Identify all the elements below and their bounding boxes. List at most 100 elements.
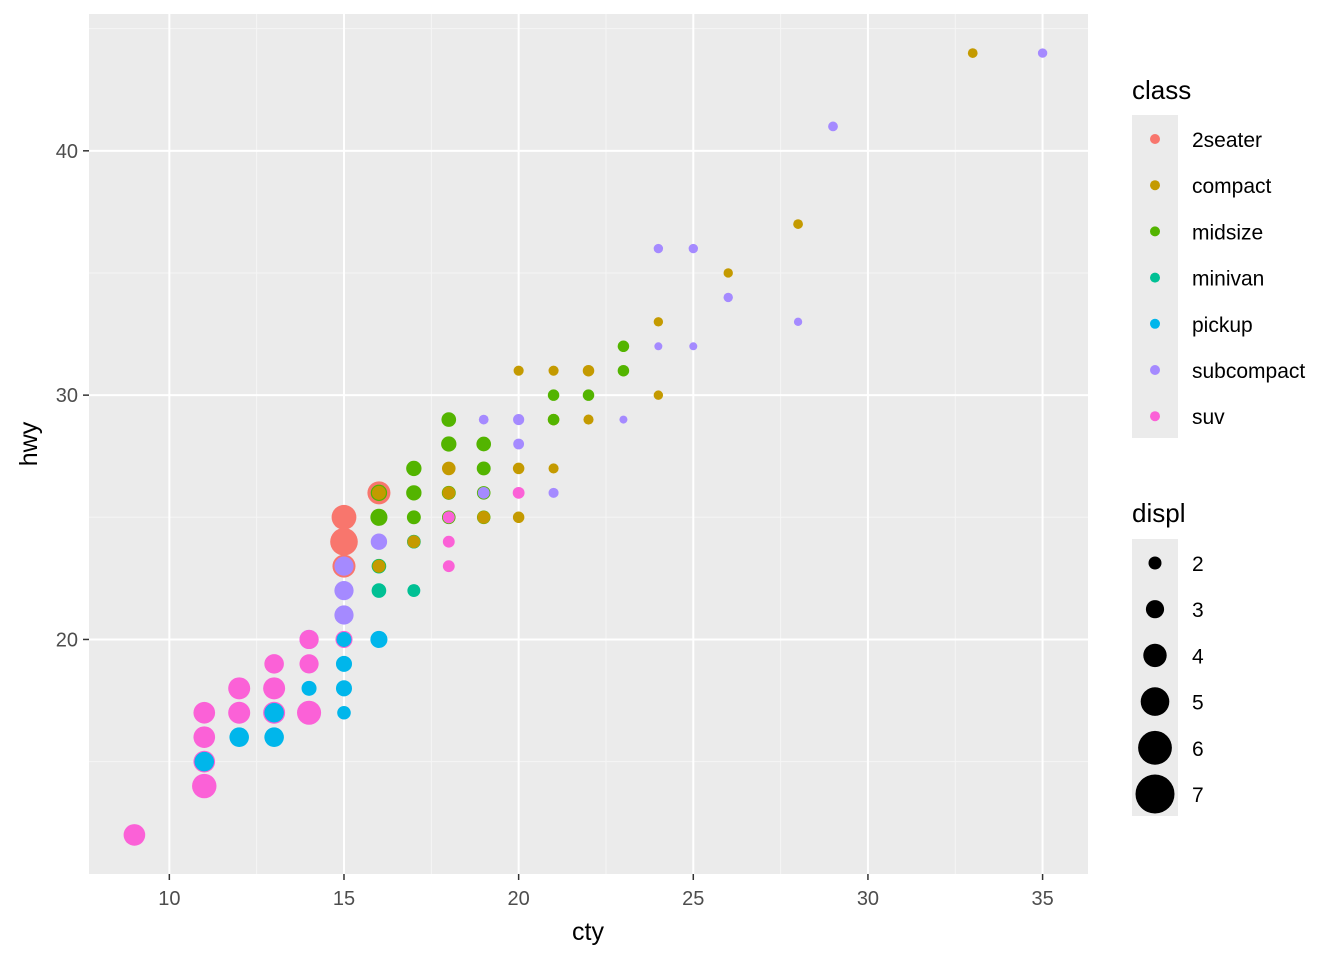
data-point-compact xyxy=(582,364,595,377)
data-point-subcompact xyxy=(334,605,354,625)
x-tick-label: 20 xyxy=(508,888,530,910)
size-legend-key-background xyxy=(1132,539,1178,816)
data-point-compact xyxy=(583,414,594,425)
data-point-2seater xyxy=(330,527,358,556)
legend-label-subcompact: subcompact xyxy=(1192,360,1305,383)
data-point-suv xyxy=(263,677,286,700)
data-point-subcompact xyxy=(619,415,628,424)
data-point-subcompact xyxy=(513,413,525,426)
data-point-midsize xyxy=(476,436,492,452)
data-point-compact xyxy=(653,317,664,327)
data-point-midsize xyxy=(406,510,421,525)
data-point-midsize xyxy=(406,460,422,477)
size-key-6 xyxy=(1138,730,1172,765)
data-point-pickup xyxy=(264,727,284,747)
data-point-suv xyxy=(442,511,455,524)
legend-key-pickup xyxy=(1150,318,1160,329)
size-key-3 xyxy=(1145,600,1165,619)
data-point-pickup xyxy=(194,751,215,772)
data-point-subcompact xyxy=(370,533,388,550)
x-tick-label: 30 xyxy=(857,888,879,910)
legend-key-2seater xyxy=(1150,134,1160,144)
data-point-midsize xyxy=(406,485,422,501)
size-legend-title: displ xyxy=(1132,498,1185,528)
data-point-minivan xyxy=(407,584,421,598)
size-key-7 xyxy=(1135,774,1175,814)
data-point-subcompact xyxy=(513,438,525,450)
data-point-suv xyxy=(228,701,251,724)
x-tick-label: 10 xyxy=(158,888,180,910)
data-point-compact xyxy=(793,219,803,229)
x-axis: 10 15 20 25 30 35 xyxy=(158,874,1054,910)
data-point-compact xyxy=(371,485,386,500)
data-point-subcompact xyxy=(334,580,354,601)
data-point-subcompact xyxy=(477,486,490,499)
data-point-pickup xyxy=(370,630,388,649)
y-tick-label: 40 xyxy=(56,141,78,163)
minor-gridlines xyxy=(89,14,1088,874)
legend-key-midsize xyxy=(1150,226,1160,237)
data-point-subcompact xyxy=(1037,48,1048,58)
y-axis: 20 30 40 xyxy=(56,141,89,651)
legend-key-subcompact xyxy=(1150,365,1160,375)
legend-label-midsize: midsize xyxy=(1192,221,1263,244)
data-point-suv xyxy=(297,700,322,725)
legend-label-minivan: minivan xyxy=(1192,268,1264,291)
data-point-subcompact xyxy=(653,243,664,254)
legend-label-compact: compact xyxy=(1192,175,1272,198)
data-point-compact xyxy=(967,48,978,58)
data-point-suv xyxy=(264,654,284,674)
data-point-subcompact xyxy=(548,487,559,498)
data-point-suv xyxy=(193,701,216,724)
data-point-subcompact xyxy=(654,342,663,351)
data-point-subcompact xyxy=(688,243,698,254)
legend-label-suv: suv xyxy=(1192,406,1225,429)
data-point-minivan xyxy=(371,583,387,598)
data-point-compact xyxy=(512,511,525,524)
legend-label-pickup: pickup xyxy=(1192,314,1253,337)
data-points xyxy=(123,48,1048,846)
data-point-subcompact xyxy=(793,317,803,327)
data-point-2seater xyxy=(331,504,357,530)
data-point-subcompact xyxy=(478,414,489,425)
size-label-4: 4 xyxy=(1192,645,1204,668)
data-point-midsize xyxy=(476,461,491,476)
legend-label-2seater: 2seater xyxy=(1192,129,1262,152)
data-point-midsize xyxy=(547,413,560,426)
data-point-suv xyxy=(123,824,146,846)
x-tick-label: 15 xyxy=(333,888,355,910)
data-point-subcompact xyxy=(828,121,838,132)
data-point-subcompact xyxy=(689,342,698,351)
size-label-6: 6 xyxy=(1192,738,1204,761)
data-point-pickup xyxy=(337,705,351,720)
size-label-2: 2 xyxy=(1192,553,1204,576)
data-point-midsize xyxy=(547,389,560,401)
data-point-compact xyxy=(723,268,733,278)
x-axis-title: cty xyxy=(572,918,604,946)
data-point-suv xyxy=(192,773,217,799)
size-key-2 xyxy=(1148,556,1162,570)
legend-key-compact xyxy=(1150,180,1160,191)
data-point-suv xyxy=(228,677,251,700)
data-point-compact xyxy=(548,463,559,474)
data-point-suv xyxy=(512,486,525,499)
data-point-suv xyxy=(193,726,216,749)
data-point-pickup xyxy=(229,727,249,747)
data-point-midsize xyxy=(617,340,630,353)
size-label-7: 7 xyxy=(1192,784,1204,807)
legend-key-suv xyxy=(1150,411,1160,422)
data-point-compact xyxy=(441,461,456,476)
size-key-4 xyxy=(1143,643,1167,668)
plot-panel xyxy=(89,14,1088,874)
size-key-5 xyxy=(1140,687,1170,716)
color-legend-title: class xyxy=(1132,75,1191,105)
x-tick-label: 25 xyxy=(682,888,704,910)
data-point-midsize xyxy=(582,389,595,401)
data-point-suv xyxy=(442,535,455,548)
data-point-compact xyxy=(442,486,456,500)
data-point-pickup xyxy=(335,680,353,697)
data-point-pickup xyxy=(336,631,352,647)
data-point-suv xyxy=(299,629,319,650)
data-point-compact xyxy=(653,390,664,400)
data-point-compact xyxy=(548,365,559,376)
